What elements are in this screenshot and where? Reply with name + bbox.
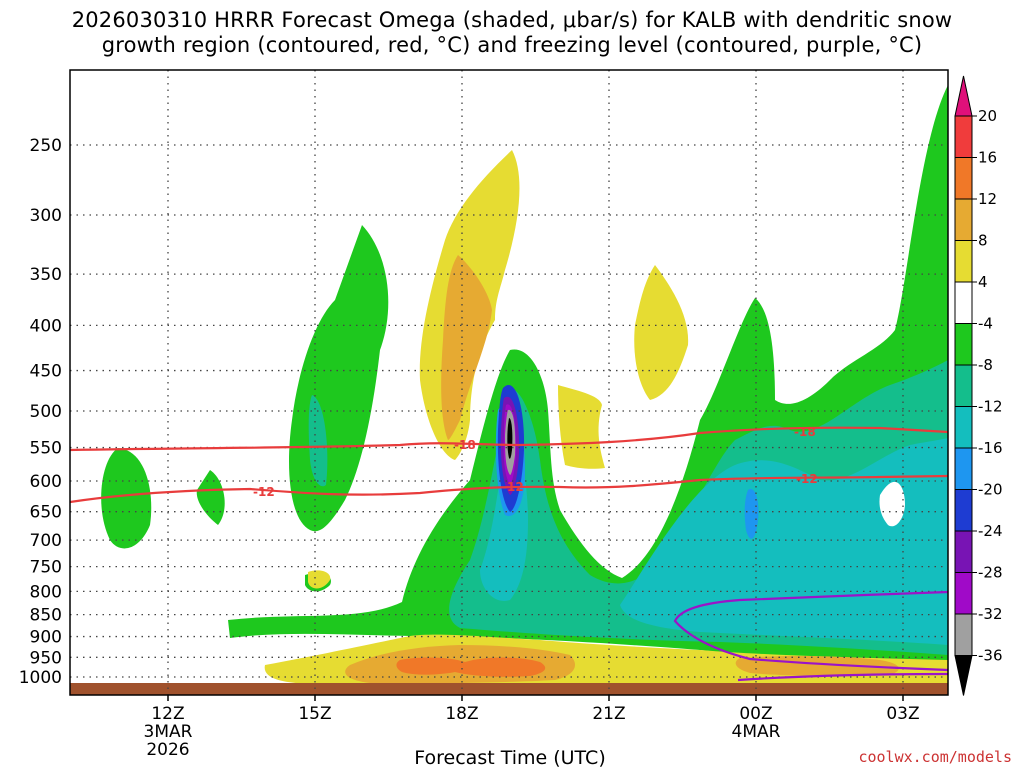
- dendritic-upper-contour: [70, 426, 948, 452]
- colorbar-cap-bottom: [954, 655, 973, 696]
- dendritic-lower-contour: [70, 474, 948, 504]
- colorbar-swatch: [954, 364, 973, 407]
- credit-text: coolwx.com/models: [858, 748, 1012, 766]
- x-tick-label: 12Z: [151, 704, 184, 724]
- freezing-level-contour-lower: [737, 672, 948, 682]
- colorbar-swatch: [954, 530, 973, 573]
- chart-title-line2: growth region (contoured, red, °C) and f…: [101, 33, 923, 57]
- colorbar-label: 20: [978, 107, 997, 125]
- colorbar-label: -24: [978, 522, 1003, 540]
- contour-label-lower-3: -12: [796, 472, 818, 486]
- x-tick-label: 15Z: [298, 704, 331, 724]
- y-tick-label: 650: [30, 503, 62, 523]
- chart-title-line1: 2026030310 HRRR Forecast Omega (shaded, …: [71, 8, 953, 32]
- omega-region-neg12: [620, 438, 948, 645]
- omega-region-neg8: [308, 395, 328, 487]
- colorbar-swatch: [954, 489, 973, 532]
- x-tick-date: 3MAR: [144, 722, 193, 742]
- x-tick-date: 4MAR: [732, 722, 781, 742]
- colorbar-label: -20: [978, 481, 1003, 499]
- contour-label-lower-1: -12: [253, 485, 275, 499]
- x-tick-label: 03Z: [886, 704, 919, 724]
- colorbar-swatch: [954, 613, 973, 656]
- x-tick-label: 00Z: [739, 704, 772, 724]
- colorbar-label: 4: [978, 273, 988, 291]
- colorbar-label: 8: [978, 232, 988, 250]
- y-tick-label: 900: [30, 628, 62, 648]
- colorbar-swatch: [954, 323, 973, 366]
- omega-region-pos8: [441, 255, 492, 440]
- y-tick-label: 850: [30, 606, 62, 626]
- gridlines: [70, 70, 948, 695]
- colorbar-label: -12: [978, 398, 1003, 416]
- colorbar-cap-top: [954, 75, 973, 117]
- y-tick-label: 450: [30, 362, 62, 382]
- omega-region-neg36: [507, 418, 513, 459]
- y-tick-label: 350: [30, 265, 62, 285]
- y-tick-label: 500: [30, 402, 62, 422]
- y-tick-label: 750: [30, 558, 62, 578]
- y-tick-label: 550: [30, 439, 62, 459]
- y-tick-label: 400: [30, 316, 62, 336]
- colorbar-swatch: [954, 406, 973, 449]
- y-tick-label: 300: [30, 206, 62, 226]
- colorbar-swatch: [954, 447, 973, 490]
- colorbar-label: -16: [978, 439, 1003, 457]
- omega-region-neg4: [101, 448, 152, 549]
- x-tick-label: 21Z: [592, 704, 625, 724]
- colorbar-swatch: [954, 157, 973, 200]
- contour-lines: -18 -18 -12 -12 -12: [70, 425, 948, 682]
- colorbar-swatch: [954, 198, 973, 241]
- x-axis-label: Forecast Time (UTC): [414, 747, 605, 768]
- omega-region-neg4: [196, 470, 225, 525]
- colorbar-label: 12: [978, 190, 997, 208]
- colorbar-label: -28: [978, 564, 1003, 582]
- y-tick-label: 250: [30, 136, 62, 156]
- colorbar-label: -4: [978, 315, 993, 333]
- y-tick-label: 800: [30, 582, 62, 602]
- terrain-fill: [70, 683, 948, 695]
- omega-region-pos12: [396, 657, 546, 677]
- omega-region-neg16: [744, 489, 759, 539]
- omega-region-pos4: [634, 265, 689, 400]
- colorbar-swatch: [954, 240, 973, 283]
- omega-region-pos4: [308, 570, 331, 589]
- y-tick-label: 600: [30, 472, 62, 492]
- omega-shading: [101, 85, 948, 685]
- colorbar-label: -36: [978, 647, 1003, 665]
- y-axis: 2503003504004505005506006507007508008509…: [19, 136, 62, 688]
- colorbar-swatch: [954, 281, 973, 324]
- plot-frame: [69, 69, 949, 696]
- y-tick-label: 950: [30, 648, 62, 668]
- colorbar-label: 16: [978, 149, 997, 167]
- contour-label-lower-2: -12: [502, 480, 524, 494]
- colorbar-label: -8: [978, 356, 993, 374]
- freezing-level-contour: [673, 590, 948, 672]
- colorbar-swatch: [954, 115, 973, 158]
- omega-region-neg4: [289, 225, 389, 532]
- contour-label-upper-1: -18: [454, 438, 476, 452]
- colorbar-label: -32: [978, 605, 1003, 623]
- omega-region-zero: [879, 481, 905, 527]
- colorbar-swatch: [954, 572, 973, 615]
- colorbar: 20 16 12 8 4 -4 -8 -12 -16 -20 -24 -28 -32 -36: [954, 75, 1003, 696]
- x-tick-year: 2026: [146, 740, 189, 760]
- contour-label-upper-2: -18: [794, 425, 816, 439]
- y-tick-label: 700: [30, 531, 62, 551]
- y-tick-label: 1000: [19, 668, 62, 688]
- x-tick-label: 18Z: [445, 704, 478, 724]
- omega-region-pos4: [558, 385, 605, 469]
